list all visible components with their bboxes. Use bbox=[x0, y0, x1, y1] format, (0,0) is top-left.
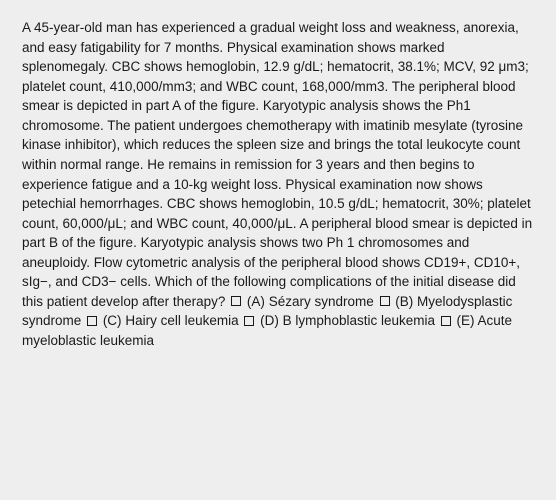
option-letter: (B) bbox=[395, 294, 413, 309]
question-block: A 45-year-old man has experienced a grad… bbox=[22, 18, 534, 351]
checkbox-icon bbox=[441, 316, 451, 326]
option-a[interactable]: (A) Sézary syndrome bbox=[229, 294, 374, 309]
question-stem: A 45-year-old man has experienced a grad… bbox=[22, 20, 532, 309]
option-c[interactable]: (C) Hairy cell leukemia bbox=[85, 313, 239, 328]
option-text: Sézary syndrome bbox=[269, 294, 374, 309]
option-letter: (E) bbox=[457, 313, 475, 328]
option-letter: (A) bbox=[247, 294, 265, 309]
option-text: B lymphoblastic leukemia bbox=[283, 313, 435, 328]
option-text: Hairy cell leukemia bbox=[125, 313, 238, 328]
checkbox-icon bbox=[231, 296, 241, 306]
checkbox-icon bbox=[244, 316, 254, 326]
checkbox-icon bbox=[380, 296, 390, 306]
checkbox-icon bbox=[87, 316, 97, 326]
option-d[interactable]: (D) B lymphoblastic leukemia bbox=[242, 313, 435, 328]
option-letter: (C) bbox=[103, 313, 122, 328]
option-letter: (D) bbox=[260, 313, 279, 328]
